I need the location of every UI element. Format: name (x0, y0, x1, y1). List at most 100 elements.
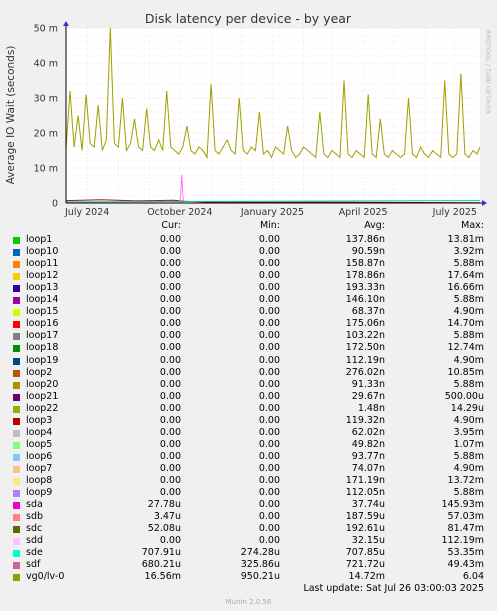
legend-cur: 3.47u (153, 511, 181, 523)
legend-name: loop13 (26, 282, 59, 294)
legend-swatch (13, 574, 20, 582)
legend-swatch (13, 478, 20, 485)
legend-avg: 276.02n (345, 366, 385, 378)
legend-swatch (13, 249, 20, 257)
y-tick-label: 40 m (34, 59, 58, 70)
plot-area (66, 28, 480, 203)
legend-max: 12.74m (447, 342, 484, 354)
legend-row: sda 27.78u 0.00 37.74u 145.93m (0, 499, 497, 511)
legend-min: 0.00 (258, 402, 280, 414)
legend-cur: 0.00 (159, 318, 181, 330)
legend-min: 0.00 (258, 282, 280, 294)
legend-max: 5.88m (453, 258, 484, 270)
series-line-sdd (179, 174, 185, 204)
legend-avg: 90.59n (351, 246, 385, 258)
legend-avg: 62.02n (351, 426, 385, 438)
legend-name: sdd (26, 535, 44, 547)
legend-name: loop21 (26, 390, 59, 402)
legend-swatch (13, 417, 20, 425)
legend-name: loop20 (26, 378, 59, 390)
legend-swatch (13, 381, 20, 389)
series-lines (65, 27, 481, 204)
legend-max: 5.88m (453, 294, 484, 306)
legend-avg: 29.67n (351, 390, 385, 402)
legend-min: 0.00 (258, 535, 280, 547)
legend-name: loop11 (26, 258, 59, 270)
legend-row: loop6 0.00 0.00 93.77n 5.88m (0, 451, 497, 463)
legend-row: loop2 0.00 0.00 276.02n 10.85m (0, 367, 497, 379)
legend-max: 1.07m (453, 438, 484, 450)
legend-name: loop18 (26, 342, 59, 354)
legend-name: sdf (26, 559, 41, 571)
legend-avg: 158.87n (345, 258, 385, 270)
x-tick-label: October 2024 (147, 207, 212, 218)
legend-name: sde (26, 547, 43, 559)
legend-max: 13.81m (447, 234, 484, 245)
legend-row: loop14 0.00 0.00 146.10n 5.88m (0, 294, 497, 306)
legend-swatch (13, 345, 20, 353)
legend-row: loop7 0.00 0.00 74.07n 4.90m (0, 463, 497, 475)
legend-avg: 192.61u (345, 523, 385, 535)
legend-avg: 119.32n (345, 414, 385, 426)
legend-swatch (13, 453, 20, 461)
legend-min: 0.00 (258, 366, 280, 378)
y-tick-label: 10 m (34, 164, 58, 175)
legend-min: 0.00 (258, 270, 280, 282)
legend-cur: 0.00 (159, 246, 181, 258)
y-tick-label: 50 m (34, 24, 58, 35)
legend-avg: 178.86n (345, 270, 385, 282)
legend-row: loop3 0.00 0.00 119.32n 4.90m (0, 415, 497, 427)
legend-swatch (13, 393, 20, 401)
legend-cur: 0.00 (159, 402, 181, 414)
legend-min: 0.00 (258, 499, 280, 511)
legend-cur: 0.00 (159, 378, 181, 390)
legend-avg: 707.85u (345, 547, 385, 559)
legend-max: 49.43m (447, 559, 484, 571)
legend-avg: 68.37n (351, 306, 385, 318)
legend-name: loop14 (26, 294, 59, 306)
legend-avg: 112.19n (345, 354, 385, 366)
legend-min: 325.86u (240, 559, 280, 571)
legend-avg: 187.59u (345, 511, 385, 523)
legend-min: 0.00 (258, 330, 280, 342)
legend-min: 0.00 (258, 426, 280, 438)
legend-swatch (13, 465, 20, 473)
legend-cur: 0.00 (159, 450, 181, 462)
legend-avg: 112.05n (345, 487, 385, 499)
legend-min: 0.00 (258, 390, 280, 402)
legend-avg: 37.74u (351, 499, 385, 511)
legend-min: 0.00 (258, 378, 280, 390)
legend-row: loop9 0.00 0.00 112.05n 5.88m (0, 487, 497, 499)
legend-swatch (13, 441, 20, 449)
legend-row: loop15 0.00 0.00 68.37n 4.90m (0, 306, 497, 318)
y-axis-ticks: 0 10 m 20 m 30 m 40 m 50 m (34, 24, 58, 210)
header-min: Min: (259, 220, 280, 231)
legend-swatch (13, 321, 20, 329)
legend-avg: 93.77n (351, 450, 385, 462)
legend-row: loop20 0.00 0.00 91.33n 5.88m (0, 379, 497, 391)
legend-max: 145.93m (441, 499, 485, 511)
legend-cur: 0.00 (159, 294, 181, 306)
legend-name: loop19 (26, 354, 59, 366)
legend-avg: 49.82n (351, 438, 385, 450)
legend-max: 4.90m (453, 414, 484, 426)
legend-min: 274.28u (240, 547, 280, 559)
legend-cur: 0.00 (159, 426, 181, 438)
legend-cur: 0.00 (159, 270, 181, 282)
legend-avg: 721.72u (345, 559, 385, 571)
legend-row: loop11 0.00 0.00 158.87n 5.88m (0, 258, 497, 270)
legend-row: loop4 0.00 0.00 62.02n 3.95m (0, 427, 497, 439)
legend-min: 0.00 (258, 438, 280, 450)
legend-name: loop10 (26, 246, 59, 258)
legend-row: sdf 680.21u 325.86u 721.72u 49.43m (0, 559, 497, 571)
x-tick-label: April 2025 (339, 207, 388, 218)
legend-cur: 52.08u (147, 523, 181, 535)
legend-swatch (13, 502, 20, 510)
y-axis-arrow (63, 21, 69, 26)
legend-cur: 0.00 (159, 354, 181, 366)
legend-name: loop8 (26, 475, 53, 486)
legend-name: loop16 (26, 318, 59, 330)
legend-max: 4.90m (453, 306, 484, 318)
legend-max: 14.29u (450, 402, 484, 414)
legend-swatch (13, 562, 20, 570)
